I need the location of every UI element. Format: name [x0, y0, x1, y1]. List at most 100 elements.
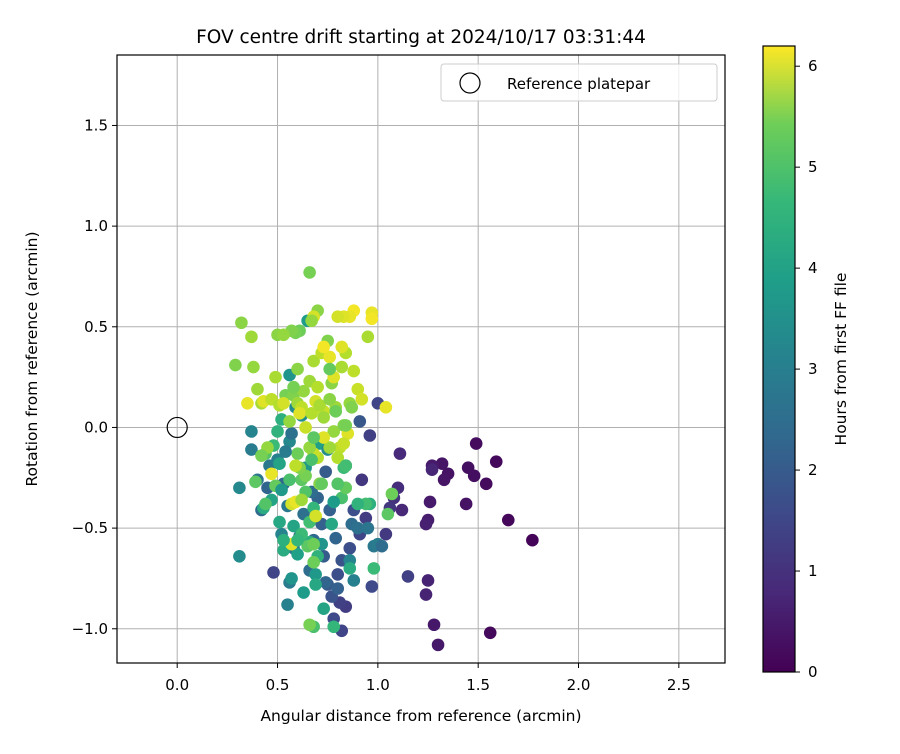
- scatter-point: [401, 570, 415, 583]
- colorbar: 0 1 2 3 4 5 6 Hours from first FF file: [762, 45, 850, 681]
- scatter-point: [335, 340, 349, 354]
- y-tick-label: −1.0: [72, 620, 108, 638]
- scatter-point: [331, 568, 345, 581]
- legend-box: [440, 63, 718, 102]
- scatter-point: [297, 384, 310, 398]
- scatter-point: [351, 497, 365, 511]
- scatter-point: [281, 598, 294, 611]
- scatter-point: [277, 533, 290, 547]
- scatter-point: [375, 539, 389, 553]
- scatter-point: [311, 380, 324, 394]
- scatter-point: [277, 328, 290, 342]
- reference-marker: [166, 416, 188, 439]
- colorbar-tick-label: 5: [808, 158, 818, 176]
- scatter-point: [309, 578, 322, 591]
- scatter-point: [289, 459, 302, 473]
- scatter-point: [363, 429, 377, 442]
- scatter-point: [287, 519, 300, 533]
- scatter-point: [229, 358, 242, 372]
- scatter-point: [367, 562, 381, 575]
- scatter-point: [323, 362, 336, 376]
- scatter-point: [327, 620, 341, 634]
- scatter-point: [283, 473, 296, 487]
- scatter-point: [279, 445, 292, 458]
- scatter-point: [423, 495, 437, 509]
- scatter-point: [395, 503, 409, 517]
- scatter-point: [275, 483, 288, 497]
- scatter-point: [291, 447, 304, 460]
- scatter-point: [293, 407, 306, 420]
- scatter-point: [365, 580, 379, 593]
- scatter-point: [461, 461, 475, 475]
- y-tick-label: 1.0: [84, 217, 108, 235]
- legend-entry-reference: Reference platepar: [507, 75, 651, 93]
- scatter-point: [361, 330, 375, 344]
- y-tick-label: 0.0: [84, 418, 108, 436]
- scatter-point: [359, 511, 373, 525]
- y-tick-label: −0.5: [72, 519, 108, 537]
- scatter-point: [317, 411, 330, 424]
- scatter-point: [297, 586, 310, 599]
- scatter-point: [431, 638, 445, 652]
- scatter-point: [249, 475, 262, 489]
- scatter-point: [269, 370, 282, 384]
- scatter-point: [307, 537, 320, 551]
- colorbar-tick-label: 0: [808, 663, 818, 681]
- legend-marker-icon: [459, 72, 481, 94]
- scatter-point: [283, 415, 296, 428]
- scatter-point: [329, 531, 343, 545]
- scatter-point: [291, 547, 304, 561]
- scatter-point: [233, 481, 246, 495]
- scatter-point: [251, 382, 264, 396]
- scatter-point: [299, 421, 312, 434]
- scatter-point: [303, 441, 316, 454]
- scatter-point: [329, 405, 343, 418]
- scatter-point: [347, 574, 361, 587]
- scatter-point: [479, 477, 493, 491]
- scatter-point: [319, 576, 332, 589]
- colorbar-frame: [762, 45, 796, 673]
- scatter-point: [355, 392, 369, 406]
- scatter-point: [273, 457, 286, 470]
- x-axis-label: Angular distance from reference (arcmin): [260, 707, 581, 725]
- scatter-point: [427, 618, 441, 632]
- scatter-point: [355, 473, 369, 487]
- scatter-point: [247, 360, 260, 374]
- scatter-point: [343, 541, 357, 555]
- scatter-point: [385, 487, 399, 501]
- scatter-point: [331, 582, 345, 595]
- scatter-point: [379, 401, 393, 414]
- colorbar-gradient: [763, 46, 795, 672]
- scatter-point: [317, 431, 330, 444]
- scatter-point: [325, 517, 339, 531]
- x-tick-label: 2.0: [567, 676, 591, 694]
- grid-lines: [117, 55, 725, 663]
- scatter-point: [351, 521, 365, 535]
- scatter-point: [259, 497, 272, 511]
- y-axis-ticks: −1.0 −0.5 0.0 0.5 1.0 1.5: [72, 116, 117, 638]
- scatter-point: [351, 382, 365, 396]
- scatter-point: [317, 340, 330, 354]
- colorbar-tick-label: 6: [808, 57, 818, 75]
- scatter-point: [343, 562, 357, 575]
- x-tick-label: 0.0: [165, 676, 189, 694]
- scatter-point: [303, 266, 316, 279]
- scatter-point: [303, 618, 316, 632]
- scatter-point: [501, 513, 515, 527]
- scatter-point: [379, 527, 393, 541]
- scatter-point: [345, 401, 359, 414]
- scatter-point: [305, 314, 318, 328]
- x-axis-ticks: 0.0 0.5 1.0 1.5 2.0 2.5: [165, 663, 691, 694]
- colorbar-tick-label: 4: [808, 259, 818, 277]
- scatter-point: [295, 493, 308, 507]
- scatter-point: [309, 568, 322, 581]
- scatter-point: [323, 350, 336, 364]
- y-tick-label: 1.5: [84, 116, 108, 134]
- scatter-point: [353, 415, 367, 428]
- scatter-point: [307, 354, 320, 368]
- scatter-point: [277, 396, 290, 410]
- reference-point: [166, 416, 188, 439]
- y-axis-label: Rotation from reference (arcmin): [23, 231, 41, 486]
